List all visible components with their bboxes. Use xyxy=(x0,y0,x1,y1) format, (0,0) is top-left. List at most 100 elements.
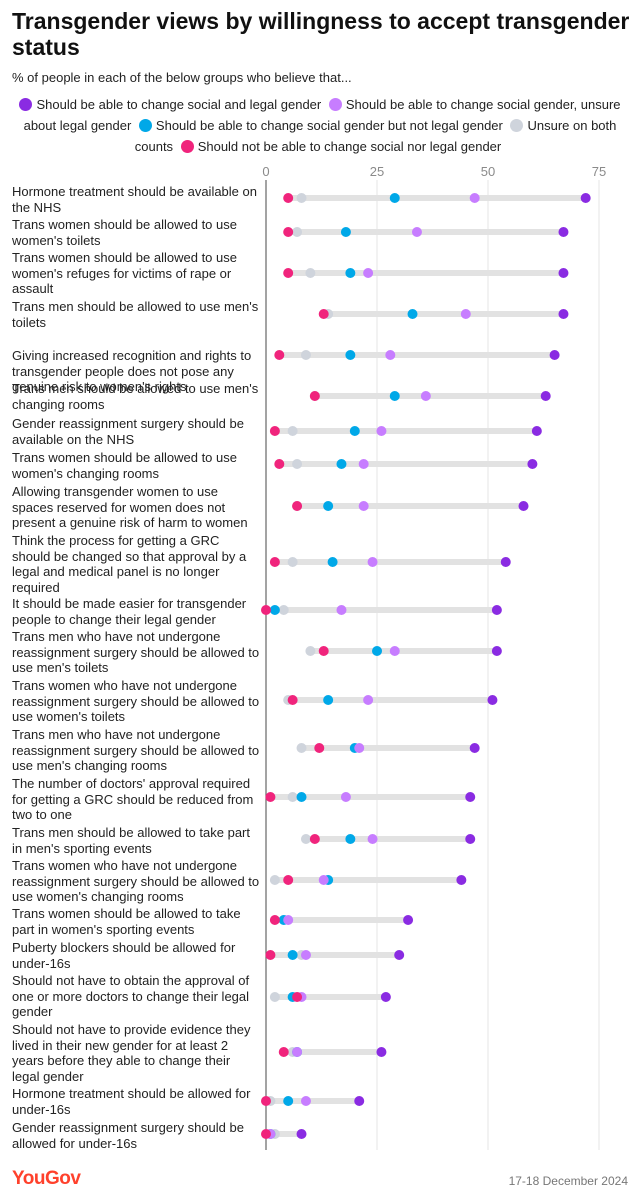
data-point xyxy=(314,743,325,753)
data-point xyxy=(300,950,311,960)
data-point xyxy=(261,1096,271,1106)
row-label: Trans men who have not undergone reassig… xyxy=(12,727,260,773)
yougov-logo: YouGov xyxy=(12,1168,81,1189)
row-label: Trans women who have not undergone reass… xyxy=(12,678,260,724)
data-point xyxy=(491,646,502,656)
legend-label: Should not be able to change social nor … xyxy=(197,139,502,154)
data-point xyxy=(354,1096,365,1106)
data-point xyxy=(558,227,569,237)
data-point xyxy=(403,915,414,925)
data-point xyxy=(309,834,320,844)
data-point xyxy=(269,426,280,436)
data-point xyxy=(287,792,298,802)
data-point xyxy=(300,1096,311,1106)
legend-swatch xyxy=(328,98,342,111)
data-point xyxy=(340,792,351,802)
data-point xyxy=(292,1047,303,1057)
data-point xyxy=(287,695,298,705)
data-point xyxy=(363,268,374,278)
data-point xyxy=(389,193,400,203)
data-point xyxy=(540,391,551,401)
data-point xyxy=(549,350,560,360)
legend-item: Should not be able to change social nor … xyxy=(180,139,502,154)
data-point xyxy=(518,501,529,511)
data-point xyxy=(345,268,356,278)
survey-date: 17-18 December 2024 xyxy=(508,1174,628,1188)
x-tick-label: 75 xyxy=(592,164,606,179)
data-point xyxy=(287,950,298,960)
chart-title: Transgender views by willingness to acce… xyxy=(12,8,630,60)
data-point xyxy=(354,743,365,753)
data-point xyxy=(460,309,471,319)
data-point xyxy=(323,695,334,705)
data-point xyxy=(469,193,480,203)
row-label: Trans men should be allowed to use men's… xyxy=(12,381,259,412)
data-point xyxy=(265,950,276,960)
data-point xyxy=(389,391,400,401)
data-point xyxy=(527,459,538,469)
data-point xyxy=(292,227,303,237)
legend-label: Unsure on both counts xyxy=(134,118,617,154)
legend-item: Unsure on both counts xyxy=(135,118,617,154)
legend-label: Should be able to change social gender, … xyxy=(23,97,621,133)
row-label: Trans women should be allowed to use wom… xyxy=(12,250,237,296)
data-point xyxy=(305,646,316,656)
data-point xyxy=(376,1047,387,1057)
legend-label: Should be able to change social and lega… xyxy=(36,97,322,112)
row-label: Trans women should be allowed to use wom… xyxy=(12,217,237,248)
legend-swatch xyxy=(19,98,33,111)
legend-label: Should be able to change social gender b… xyxy=(155,118,503,133)
data-point xyxy=(274,459,285,469)
data-point xyxy=(367,834,378,844)
data-point xyxy=(363,695,374,705)
data-point xyxy=(465,834,476,844)
data-point xyxy=(292,501,303,511)
data-point xyxy=(296,1129,307,1139)
row-label: Giving increased recognition and rights … xyxy=(12,348,252,394)
data-point xyxy=(558,309,569,319)
data-point xyxy=(283,193,294,203)
row-label: Gender reassignment surgery should be al… xyxy=(12,1120,244,1151)
data-point xyxy=(349,426,360,436)
legend-item: Should be able to change social gender, … xyxy=(24,97,621,133)
data-point xyxy=(292,459,303,469)
data-point xyxy=(380,992,391,1002)
data-point xyxy=(491,605,502,615)
row-label: Hormone treatment should be available on… xyxy=(12,184,257,215)
legend-item: Should be able to change social gender b… xyxy=(138,118,503,133)
data-point xyxy=(345,350,356,360)
data-point xyxy=(261,1129,271,1139)
data-point xyxy=(372,646,382,656)
data-point xyxy=(580,193,591,203)
row-label: The number of doctors' approval required… xyxy=(12,776,254,822)
row-label: Trans men should be allowed to take part… xyxy=(12,825,250,856)
data-point xyxy=(318,309,329,319)
data-point xyxy=(500,557,511,567)
data-point xyxy=(340,227,351,237)
x-tick-label: 0 xyxy=(262,164,269,179)
data-point xyxy=(274,350,285,360)
data-point xyxy=(336,459,347,469)
data-point xyxy=(283,915,294,925)
data-point xyxy=(269,915,280,925)
row-label: Think the process for getting a GRC shou… xyxy=(12,533,247,595)
data-point xyxy=(323,501,334,511)
data-point xyxy=(385,350,396,360)
data-point xyxy=(389,646,400,656)
legend-swatch xyxy=(510,119,524,132)
row-label: Trans men should be allowed to use men's… xyxy=(12,299,259,330)
data-point xyxy=(456,875,467,885)
data-point xyxy=(287,426,298,436)
data-point xyxy=(296,792,307,802)
data-point xyxy=(420,391,431,401)
data-point xyxy=(558,268,569,278)
row-label: Gender reassignment surgery should be av… xyxy=(12,416,244,447)
data-point xyxy=(261,605,271,615)
data-point xyxy=(469,743,480,753)
data-point xyxy=(300,834,311,844)
data-point xyxy=(345,834,356,844)
data-point xyxy=(487,695,498,705)
data-point xyxy=(318,646,329,656)
row-label: Should not have to provide evidence they… xyxy=(12,1022,251,1084)
data-point xyxy=(376,426,387,436)
